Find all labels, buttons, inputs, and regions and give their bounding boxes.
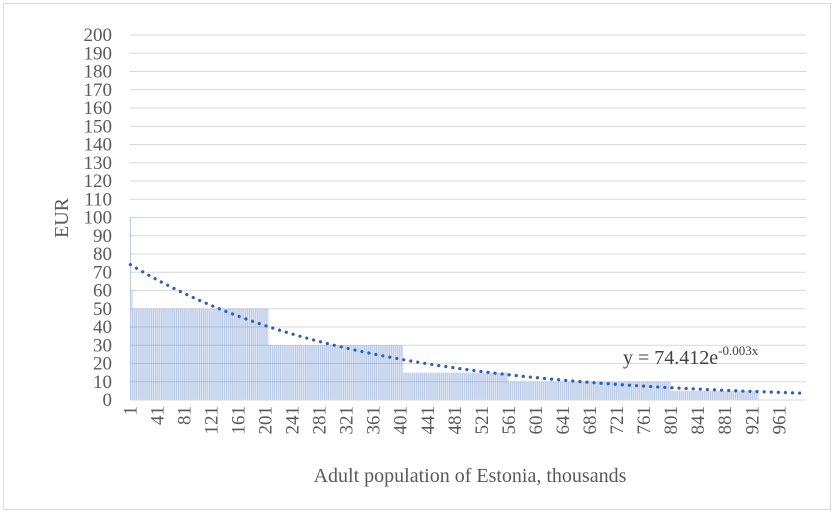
x-tick-label: 961 — [769, 406, 790, 435]
x-tick-label: 601 — [526, 406, 547, 435]
y-tick-label: 100 — [84, 208, 113, 229]
x-tick-label: 401 — [391, 406, 412, 435]
y-tick-label: 130 — [84, 153, 113, 174]
y-tick-label: 150 — [84, 116, 113, 137]
trendline-equation-base: y = 74.412e — [623, 347, 718, 369]
bars — [130, 217, 759, 401]
x-tick-label: 481 — [445, 406, 466, 435]
y-axis-title: EUR — [51, 197, 73, 238]
y-tick-label: 200 — [84, 25, 113, 46]
y-tick-label: 160 — [84, 98, 113, 119]
y-tick-label: 90 — [93, 226, 112, 247]
y-tick-label: 60 — [93, 281, 112, 302]
x-tick-label: 161 — [228, 406, 249, 435]
x-tick-label: 41 — [147, 406, 168, 425]
x-tick-label: 681 — [580, 406, 601, 435]
x-tick-label: 321 — [337, 406, 358, 435]
x-tick-label: 881 — [715, 406, 736, 435]
y-tick-label: 140 — [84, 135, 113, 156]
trendline-equation-exponent: -0.003x — [718, 343, 759, 358]
x-tick-label: 561 — [499, 406, 520, 435]
y-tick-label: 20 — [93, 354, 112, 375]
chart-frame — [3, 3, 831, 510]
x-tick-label: 641 — [553, 406, 574, 435]
y-tick-label: 70 — [93, 262, 112, 283]
x-tick-label: 121 — [201, 406, 222, 435]
y-tick-label: 170 — [84, 80, 113, 101]
x-axis-title: Adult population of Estonia, thousands — [314, 465, 627, 487]
gridlines — [130, 34, 806, 383]
y-tick-label: 50 — [93, 299, 112, 320]
x-tick-label: 81 — [174, 406, 195, 425]
x-tick-label: 721 — [607, 406, 628, 435]
trendline — [128, 263, 808, 395]
y-tick-label: 30 — [93, 335, 112, 356]
y-tick-label: 190 — [84, 43, 113, 64]
x-tick-label: 761 — [634, 406, 655, 435]
y-tick-label: 120 — [84, 171, 113, 192]
y-tick-label: 40 — [93, 317, 112, 338]
x-tick-label: 921 — [742, 406, 763, 435]
trendline-equation: y = 74.412e-0.003x — [623, 343, 759, 369]
x-tick-label: 521 — [472, 406, 493, 435]
y-tick-label: 180 — [84, 62, 113, 83]
x-tick-label: 201 — [256, 406, 277, 435]
y-tick-labels: 0102030405060708090100110120130140150160… — [84, 25, 113, 411]
y-tick-label: 110 — [84, 189, 112, 210]
x-tick-label: 1 — [120, 406, 141, 416]
x-tick-label: 441 — [418, 406, 439, 435]
y-tick-label: 0 — [103, 390, 113, 411]
x-tick-label: 241 — [283, 406, 304, 435]
y-tick-label: 10 — [93, 372, 112, 393]
x-tick-label: 841 — [688, 406, 709, 435]
x-tick-label: 281 — [310, 406, 331, 435]
x-tick-label: 801 — [661, 406, 682, 435]
x-tick-labels: 1 41 81 121 161 201 241 281 321 361 401 441 481 521 56… — [120, 406, 790, 435]
y-tick-label: 80 — [93, 244, 112, 265]
x-tick-label: 361 — [364, 406, 385, 435]
